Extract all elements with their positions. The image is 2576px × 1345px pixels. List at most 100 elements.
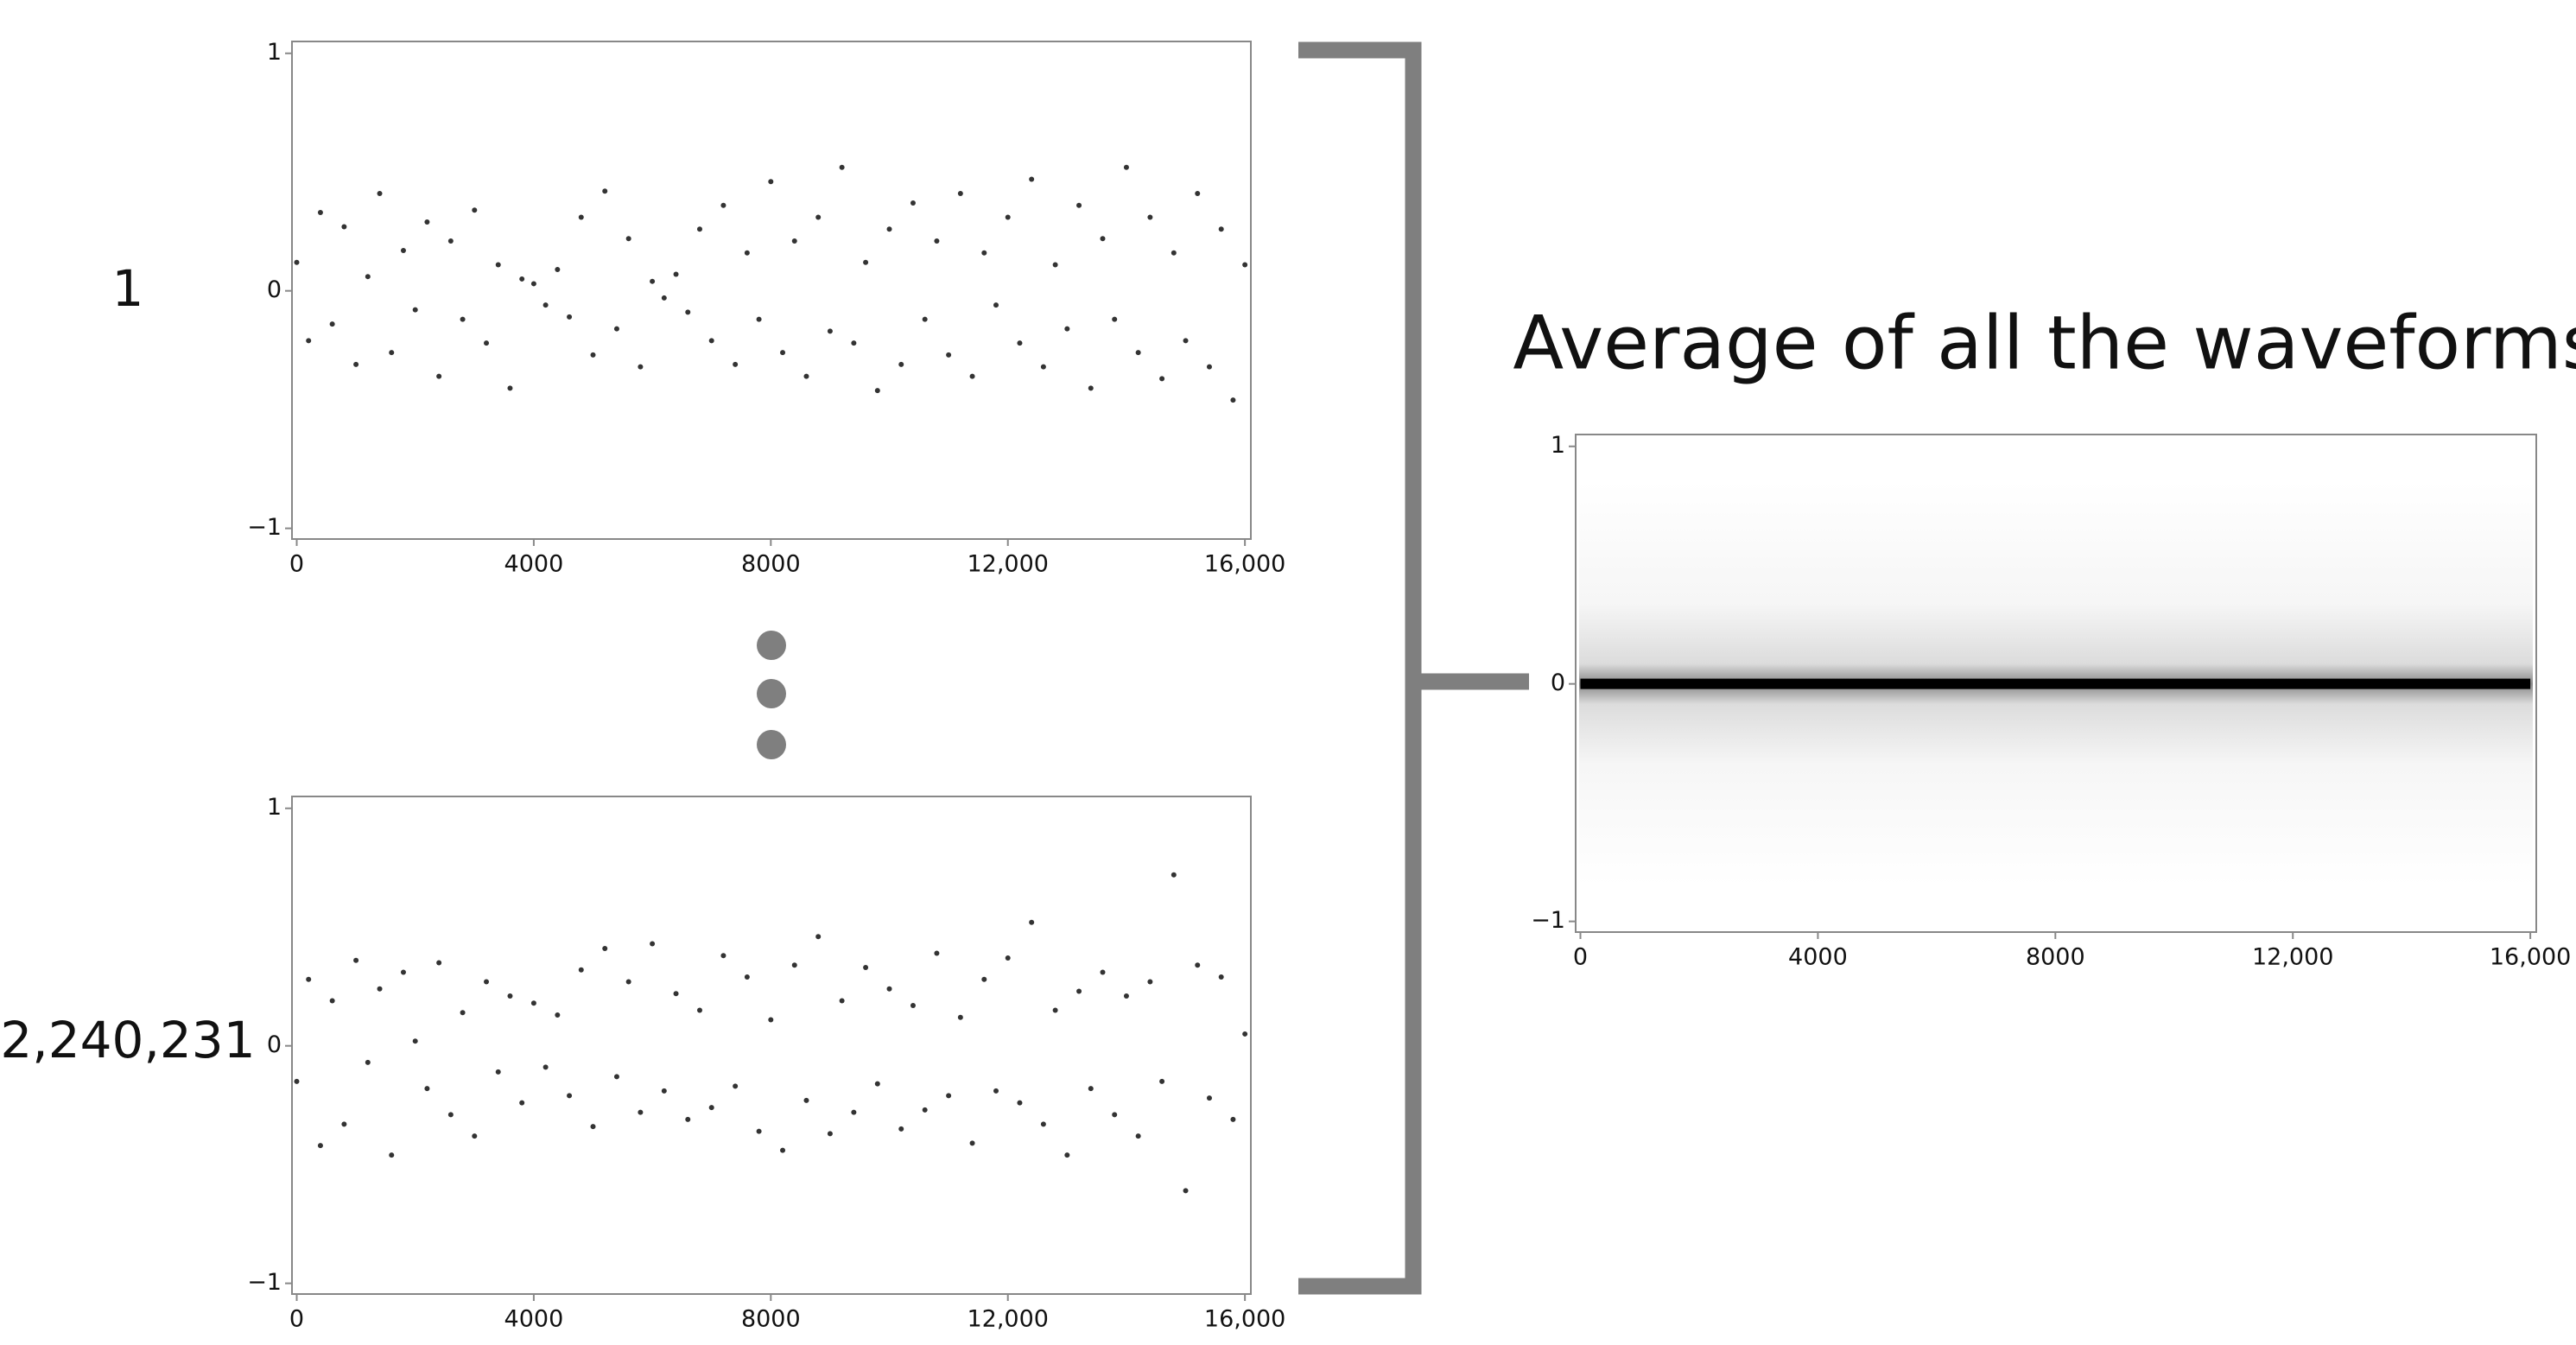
point [720,953,726,959]
point [436,373,442,379]
point [1230,397,1236,403]
x-tick-label: 8000 [741,551,801,578]
point [886,226,892,232]
point [910,200,916,206]
x-tick-label: 4000 [504,551,564,578]
point [803,373,809,379]
point [685,309,691,315]
x-tick-label: 0 [1573,944,1588,971]
point [708,338,714,344]
ellipsis [757,631,786,759]
point [815,214,822,220]
point [922,1107,928,1113]
point [613,1074,619,1080]
point [768,1017,774,1023]
point [1052,262,1058,268]
point [827,1131,833,1137]
point [389,1152,395,1158]
point [993,302,999,308]
point [495,1069,501,1075]
plot-frame [291,41,1252,540]
dot [757,730,786,759]
point [981,976,987,982]
x-tick-label: 4000 [1788,944,1848,971]
point [780,1147,786,1153]
point [484,340,490,346]
point [791,238,797,244]
point [673,271,679,277]
bracket-line [1298,41,1422,1295]
point [650,941,656,947]
point [650,278,656,284]
plot-frame [291,796,1252,1295]
point [555,1012,561,1018]
point [424,219,430,225]
point [590,352,596,358]
chart-title: 2,240,231 [0,1011,255,1069]
point [851,340,857,346]
point [803,1097,809,1103]
point [495,262,501,268]
point [306,976,312,982]
point [1123,993,1129,999]
point [1147,214,1153,220]
point [756,316,762,322]
point [436,960,442,966]
point [733,361,739,367]
point [472,207,478,213]
point [519,276,525,282]
point [1064,1152,1070,1158]
point [638,1109,644,1115]
x-tick-label: 12,000 [967,551,1048,578]
point [567,1093,573,1099]
point [400,969,406,975]
point [377,190,383,196]
point [294,1078,300,1084]
point [969,1140,975,1146]
point [1135,350,1141,356]
point [1183,338,1189,344]
point [1135,1133,1141,1139]
point [1005,214,1011,220]
point [412,1038,418,1044]
point [1052,1007,1058,1013]
point [922,316,928,322]
y-tick-label: 1 [267,39,282,66]
point [874,388,880,394]
point [625,979,631,985]
x-tick-label: 0 [289,1306,304,1333]
point [507,993,513,999]
point [578,214,584,220]
point [1171,872,1177,878]
x-tick-label: 12,000 [967,1306,1048,1333]
point [460,1010,466,1016]
point [1230,1116,1236,1122]
point [567,314,573,320]
chart-title: 1 [112,259,144,318]
point [720,202,726,208]
point [472,1133,478,1139]
y-tick-label: 0 [1551,669,1565,696]
point [447,1112,454,1118]
point [1088,385,1094,391]
point [1195,190,1201,196]
point [590,1124,596,1130]
point [447,238,454,244]
point [294,259,300,265]
point [1242,1031,1248,1037]
point [946,1093,952,1099]
point [365,1059,371,1065]
y-tick-label: 0 [267,1031,282,1058]
point [341,224,347,230]
point [365,274,371,280]
point [329,321,335,327]
point [1123,164,1129,170]
chart-title: Average of all the waveforms [1513,300,2576,386]
x-tick-label: 8000 [2026,944,2085,971]
point [519,1100,525,1106]
y-tick-label: −1 [247,514,282,541]
point [1029,919,1035,925]
point [1195,962,1201,968]
x-tick-label: 8000 [741,1306,801,1333]
point [898,1126,904,1132]
